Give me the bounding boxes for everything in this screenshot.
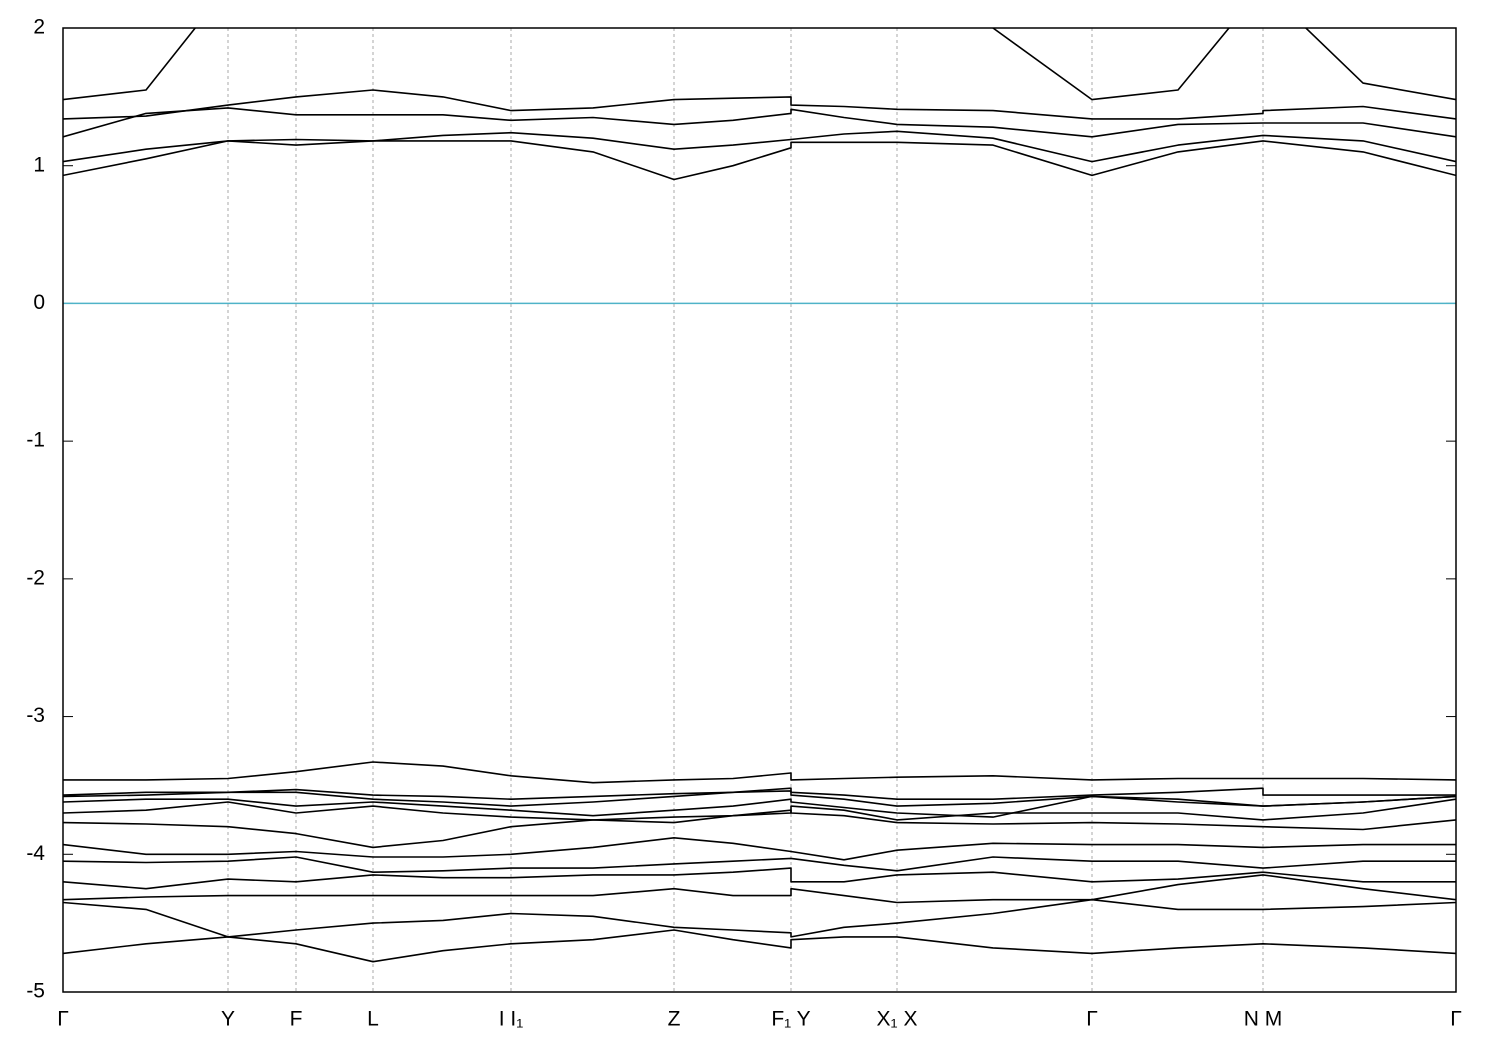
band-line: [63, 856, 1456, 873]
x-tick-label: X₁ X: [877, 1008, 918, 1031]
band-line: [63, 89, 1456, 120]
band-line: [63, 107, 1456, 138]
y-tick-label: -4: [26, 842, 45, 865]
band-line: [63, 929, 1456, 963]
y-tick-label: 2: [33, 16, 45, 39]
y-tick-label: -5: [26, 980, 45, 1003]
band-line: [63, 761, 1456, 784]
bands: [63, 28, 1456, 963]
y-tick-label: 0: [33, 291, 45, 314]
band-line: [63, 795, 1456, 818]
x-tick-label: Z: [668, 1008, 681, 1031]
band-line: [63, 867, 1456, 890]
band-line: [63, 837, 1456, 861]
band-line: [63, 787, 1456, 800]
x-tick-label: Y: [221, 1008, 235, 1031]
band-line: [63, 28, 1456, 101]
x-tick-label: Γ: [57, 1008, 69, 1031]
y-tick-label: -1: [26, 429, 45, 452]
band-line: [63, 809, 1456, 849]
y-tick-label: 1: [33, 153, 45, 176]
band-line: [63, 898, 1456, 938]
x-tick-label: L: [367, 1008, 379, 1031]
band-line: [63, 130, 1456, 163]
x-tick-label: F: [290, 1008, 303, 1031]
x-tick-label: Γ: [1086, 1008, 1098, 1031]
x-tick-label: F₁ Y: [771, 1008, 810, 1031]
band-line: [63, 874, 1456, 904]
band-line: [63, 790, 1456, 807]
plot-frame: [62, 27, 1457, 993]
x-tick-label: N M: [1244, 1008, 1283, 1031]
band-line: [63, 140, 1456, 181]
x-tick-label: Γ: [1450, 1008, 1462, 1031]
y-tick-label: -2: [26, 566, 45, 589]
y-tick-label: -3: [26, 704, 45, 727]
band-line: [63, 798, 1456, 824]
x-tick-label: I I₁: [499, 1008, 524, 1031]
